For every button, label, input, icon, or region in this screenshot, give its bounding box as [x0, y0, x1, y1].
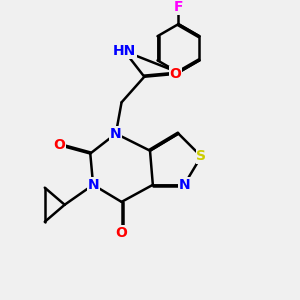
- Text: HN: HN: [113, 44, 136, 58]
- Text: F: F: [174, 0, 183, 14]
- Text: O: O: [53, 138, 65, 152]
- Text: N: N: [178, 178, 190, 192]
- Text: N: N: [110, 127, 122, 141]
- Text: O: O: [116, 226, 128, 240]
- Text: N: N: [87, 178, 99, 192]
- Text: O: O: [170, 67, 182, 81]
- Text: S: S: [196, 149, 206, 164]
